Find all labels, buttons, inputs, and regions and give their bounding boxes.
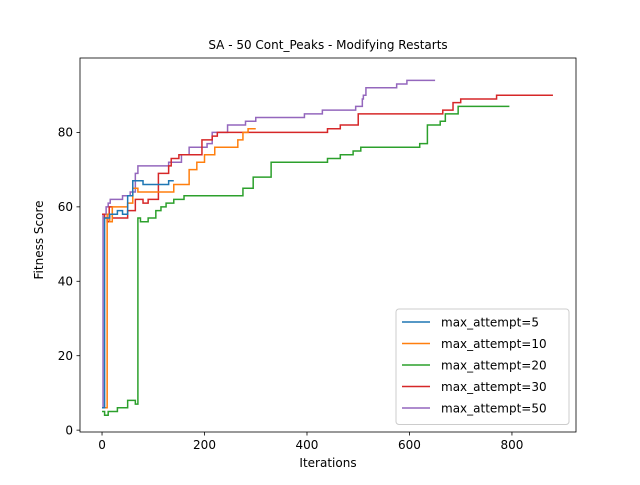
series-layer — [102, 79, 553, 416]
y-tick-label: 60 — [58, 200, 73, 214]
x-axis-label: Iterations — [299, 456, 356, 470]
y-tick-label: 0 — [65, 423, 73, 437]
y-tick-label: 20 — [58, 349, 73, 363]
legend-box — [395, 308, 570, 425]
x-tick-label: 600 — [398, 438, 421, 452]
x-tick-label: 0 — [98, 438, 106, 452]
legend-label: max_attempt=5 — [441, 315, 539, 329]
legend-label: max_attempt=10 — [441, 337, 547, 351]
series-line-max-attempt-20 — [102, 105, 510, 416]
legend-label: max_attempt=50 — [441, 401, 547, 415]
x-tick-label: 400 — [296, 438, 319, 452]
y-axis: 0 20 40 60 80 — [58, 126, 80, 437]
y-tick-label: 40 — [58, 275, 73, 289]
x-tick-label: 200 — [193, 438, 216, 452]
plot-frame — [79, 57, 577, 433]
x-axis: 0 200 400 600 800 — [98, 432, 523, 452]
legend-label: max_attempt=30 — [441, 380, 547, 394]
series-line-max-attempt-10 — [102, 127, 256, 409]
legend: max_attempt=5 max_attempt=10 max_attempt=2… — [395, 308, 570, 425]
series-line-max-attempt-5 — [102, 180, 174, 409]
y-axis-label: Fitness Score — [32, 201, 46, 280]
legend-label: max_attempt=20 — [441, 358, 547, 372]
y-tick-label: 80 — [58, 126, 73, 140]
chart-title: SA - 50 Cont_Peaks - Modifying Restarts — [208, 38, 447, 52]
series-line-max-attempt-50 — [102, 79, 436, 409]
x-tick-label: 800 — [500, 438, 523, 452]
